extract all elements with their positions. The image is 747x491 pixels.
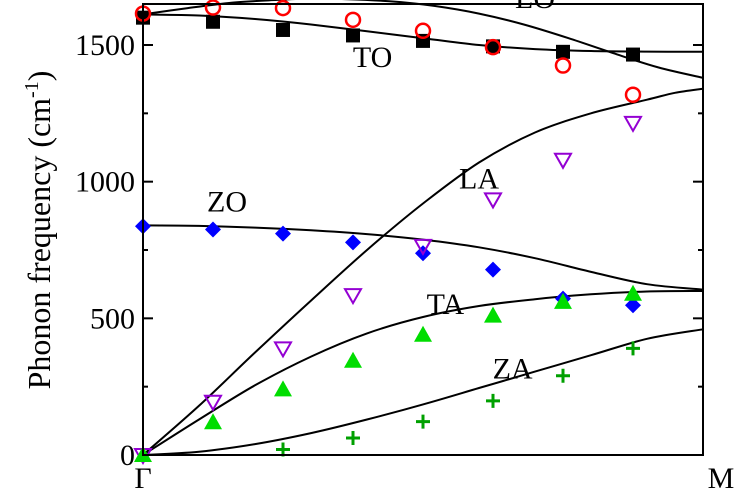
la-points-6 <box>553 152 573 170</box>
y-tick-label-500: 500 <box>90 302 135 335</box>
y-tick-label-0: 0 <box>120 439 135 472</box>
za-points-5 <box>626 341 640 356</box>
to-points-2 <box>276 22 290 37</box>
zo-points-5 <box>485 261 501 278</box>
axis-ticks: 0 500 1000 1500 Γ M <box>75 29 734 491</box>
plot-frame <box>142 3 704 456</box>
band-label-za: ZA <box>493 352 533 385</box>
band-label-la: LA <box>459 163 499 196</box>
ta-points-3 <box>344 351 362 368</box>
band-label-zo: ZO <box>207 186 247 219</box>
la-points-4 <box>413 238 433 256</box>
lo-points-4 <box>414 22 432 40</box>
lo-points-1 <box>204 0 222 16</box>
y-axis-label-close: ) <box>21 71 57 82</box>
to-points-5 <box>486 39 500 54</box>
zo-points-2 <box>275 225 291 242</box>
band-label-ta: TA <box>427 288 465 321</box>
ta-points-2 <box>274 380 292 397</box>
za-points-4 <box>556 368 570 383</box>
la-points-1 <box>203 394 223 412</box>
band-label-lo: LO <box>515 0 555 15</box>
x-tick-label-gamma: Γ <box>134 462 151 491</box>
to-points-6 <box>556 44 570 59</box>
y-axis-label-superscript: -1 <box>21 81 43 98</box>
x-tick-label-m: M <box>708 462 735 491</box>
zo-points-3 <box>345 234 361 251</box>
lo-points-3 <box>344 11 362 29</box>
za-points-2 <box>416 414 430 429</box>
lo-points-5 <box>484 38 502 56</box>
dispersion-curves <box>142 0 704 456</box>
lo-points-7 <box>624 86 642 103</box>
curve-za <box>142 328 704 456</box>
za-points-3 <box>486 393 500 408</box>
curve-la <box>142 87 704 456</box>
ta-points-6 <box>554 292 572 309</box>
lo-points-6 <box>554 57 572 74</box>
ta-points-1 <box>204 413 222 430</box>
la-points-5 <box>483 192 503 210</box>
y-tick-label-1000: 1000 <box>75 166 135 199</box>
band-label-to: TO <box>353 41 392 74</box>
la-points-3 <box>343 288 363 306</box>
data-point-markers <box>133 0 643 466</box>
band-labels: LO TO LA ZO TA ZA <box>207 0 555 385</box>
curve-ta <box>142 290 704 456</box>
y-axis-label: Phonon frequency (cm-1) <box>21 71 57 390</box>
la-points-7 <box>623 115 643 133</box>
ta-points-4 <box>414 325 432 342</box>
lo-points-2 <box>274 0 292 17</box>
to-points-3 <box>346 28 360 43</box>
y-tick-label-1500: 1500 <box>75 29 135 62</box>
zo-points-7 <box>625 297 641 314</box>
to-points-7 <box>626 47 640 62</box>
zo-points-1 <box>205 221 221 238</box>
y-axis-label-text: Phonon frequency (cm <box>21 98 57 390</box>
za-points-1 <box>346 431 360 446</box>
ta-points-5 <box>484 306 502 323</box>
to-points-1 <box>206 14 220 29</box>
la-points-2 <box>273 341 293 359</box>
ta-points-7 <box>624 284 642 301</box>
